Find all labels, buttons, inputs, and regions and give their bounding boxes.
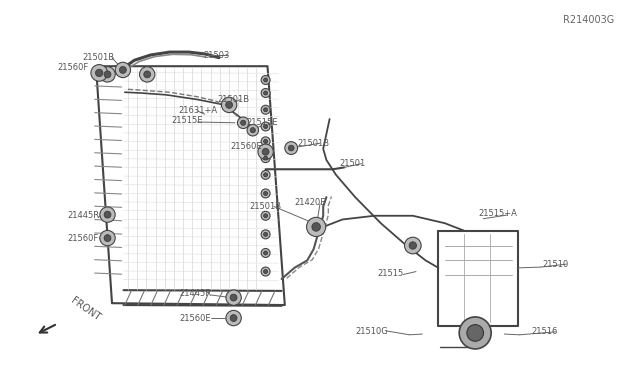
Circle shape — [261, 154, 270, 163]
Circle shape — [115, 62, 131, 78]
Circle shape — [247, 125, 259, 136]
Text: 21560E: 21560E — [180, 314, 211, 323]
Circle shape — [409, 242, 417, 249]
Circle shape — [221, 97, 237, 113]
Circle shape — [261, 122, 270, 131]
Circle shape — [140, 67, 155, 82]
Text: 21501: 21501 — [339, 159, 365, 168]
Circle shape — [264, 214, 268, 218]
Text: 21501B: 21501B — [250, 202, 282, 211]
Text: 21510G: 21510G — [355, 327, 388, 336]
Circle shape — [144, 71, 150, 78]
Circle shape — [264, 125, 268, 128]
Circle shape — [258, 144, 273, 160]
Circle shape — [264, 140, 268, 143]
Circle shape — [312, 222, 321, 231]
Text: 21503: 21503 — [204, 51, 230, 60]
Circle shape — [226, 290, 241, 305]
Text: 21560F: 21560F — [67, 234, 99, 243]
Text: 21515: 21515 — [378, 269, 404, 278]
Circle shape — [264, 156, 268, 160]
Circle shape — [261, 248, 270, 257]
Text: R214003G: R214003G — [563, 16, 614, 25]
Text: 21501B: 21501B — [298, 139, 330, 148]
Circle shape — [285, 142, 298, 154]
Circle shape — [288, 145, 294, 151]
Text: 21445R: 21445R — [67, 211, 99, 220]
Circle shape — [226, 310, 241, 326]
Text: 21560F: 21560F — [58, 63, 89, 72]
Circle shape — [261, 189, 270, 198]
Circle shape — [241, 120, 246, 125]
Circle shape — [120, 67, 126, 73]
Circle shape — [460, 317, 492, 349]
Text: 21515+A: 21515+A — [479, 209, 518, 218]
Circle shape — [237, 117, 249, 128]
Text: 21631+A: 21631+A — [178, 106, 217, 115]
Text: 21515E: 21515E — [172, 116, 203, 125]
Circle shape — [104, 235, 111, 241]
Circle shape — [100, 67, 115, 82]
Circle shape — [261, 137, 270, 146]
Text: 21420E: 21420E — [294, 198, 326, 207]
Circle shape — [95, 69, 103, 77]
Circle shape — [230, 294, 237, 301]
Circle shape — [264, 91, 268, 95]
Circle shape — [264, 251, 268, 255]
Text: 21501B: 21501B — [218, 95, 250, 104]
Circle shape — [264, 78, 268, 82]
Circle shape — [261, 170, 270, 179]
Circle shape — [100, 207, 115, 222]
Circle shape — [100, 230, 115, 246]
Text: 21501B: 21501B — [82, 53, 114, 62]
Circle shape — [264, 192, 268, 195]
Circle shape — [264, 108, 268, 112]
Circle shape — [261, 211, 270, 220]
Text: 21515E: 21515E — [246, 118, 278, 127]
Circle shape — [230, 315, 237, 321]
Circle shape — [250, 128, 255, 133]
Circle shape — [264, 270, 268, 273]
Circle shape — [264, 232, 268, 236]
Circle shape — [307, 217, 326, 237]
Circle shape — [261, 89, 270, 97]
Text: 21516: 21516 — [531, 327, 557, 336]
Circle shape — [404, 237, 421, 254]
Circle shape — [104, 71, 111, 78]
Circle shape — [261, 76, 270, 84]
Circle shape — [226, 102, 232, 108]
Circle shape — [261, 267, 270, 276]
Text: 21445R: 21445R — [179, 289, 211, 298]
Text: 21560E: 21560E — [230, 142, 262, 151]
Circle shape — [261, 230, 270, 239]
Circle shape — [91, 65, 108, 81]
Text: FRONT: FRONT — [69, 296, 102, 323]
Circle shape — [262, 148, 269, 155]
Circle shape — [264, 173, 268, 177]
Circle shape — [467, 325, 484, 341]
Circle shape — [261, 105, 270, 114]
Text: 21510: 21510 — [543, 260, 569, 269]
Circle shape — [104, 211, 111, 218]
